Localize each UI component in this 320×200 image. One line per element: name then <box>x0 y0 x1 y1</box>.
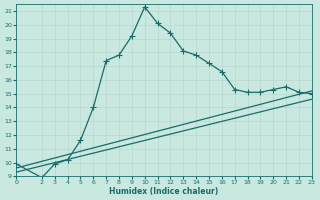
X-axis label: Humidex (Indice chaleur): Humidex (Indice chaleur) <box>109 187 219 196</box>
